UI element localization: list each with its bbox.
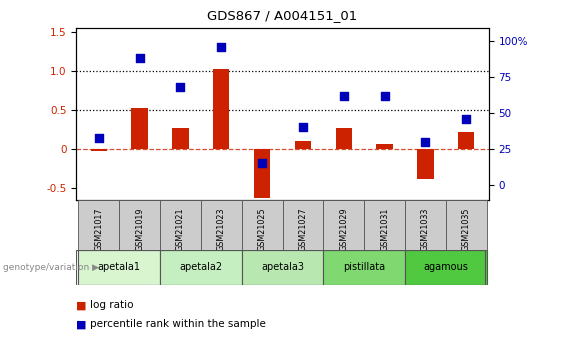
- Text: GSM21021: GSM21021: [176, 208, 185, 251]
- Bar: [376, 144, 393, 149]
- Text: GSM21025: GSM21025: [258, 208, 267, 251]
- Text: genotype/variation ▶: genotype/variation ▶: [3, 263, 99, 272]
- Text: percentile rank within the sample: percentile rank within the sample: [90, 319, 266, 329]
- Bar: [254, 149, 270, 198]
- Bar: [79, 250, 160, 285]
- Bar: [90, 149, 107, 151]
- Bar: [79, 200, 119, 250]
- Text: pistillata: pistillata: [343, 263, 385, 272]
- Text: log ratio: log ratio: [90, 300, 134, 310]
- Text: GSM21019: GSM21019: [135, 208, 144, 251]
- Text: GSM21031: GSM21031: [380, 208, 389, 251]
- Text: ■: ■: [76, 300, 90, 310]
- Bar: [172, 128, 189, 149]
- Point: [258, 161, 267, 166]
- Point: [462, 116, 471, 122]
- Point: [421, 139, 430, 145]
- Bar: [242, 200, 282, 250]
- Text: GSM21023: GSM21023: [217, 208, 226, 251]
- Bar: [213, 69, 229, 149]
- Bar: [323, 250, 405, 285]
- Text: GSM21033: GSM21033: [421, 208, 430, 251]
- Point: [339, 93, 348, 99]
- Point: [380, 93, 389, 99]
- Bar: [160, 250, 242, 285]
- Bar: [295, 141, 311, 149]
- Bar: [160, 200, 201, 250]
- Text: apetala1: apetala1: [98, 263, 141, 272]
- Point: [135, 56, 144, 61]
- Bar: [323, 200, 364, 250]
- Bar: [446, 200, 486, 250]
- Bar: [405, 200, 446, 250]
- Bar: [364, 200, 405, 250]
- Text: apetala3: apetala3: [261, 263, 304, 272]
- Text: GSM21029: GSM21029: [339, 208, 348, 251]
- Bar: [201, 200, 242, 250]
- Bar: [336, 128, 352, 149]
- Point: [176, 85, 185, 90]
- Point: [298, 125, 307, 130]
- Bar: [132, 108, 147, 149]
- Point: [94, 135, 103, 140]
- Bar: [418, 149, 433, 179]
- Text: GSM21027: GSM21027: [298, 208, 307, 251]
- Point: [217, 44, 226, 50]
- Text: ■: ■: [76, 319, 90, 329]
- Text: GSM21035: GSM21035: [462, 208, 471, 251]
- Bar: [282, 200, 323, 250]
- Text: GDS867 / A004151_01: GDS867 / A004151_01: [207, 9, 358, 22]
- Text: apetala2: apetala2: [179, 263, 223, 272]
- Text: agamous: agamous: [423, 263, 468, 272]
- Bar: [242, 250, 323, 285]
- Bar: [405, 250, 486, 285]
- Bar: [119, 200, 160, 250]
- Bar: [458, 132, 475, 149]
- Text: GSM21017: GSM21017: [94, 208, 103, 251]
